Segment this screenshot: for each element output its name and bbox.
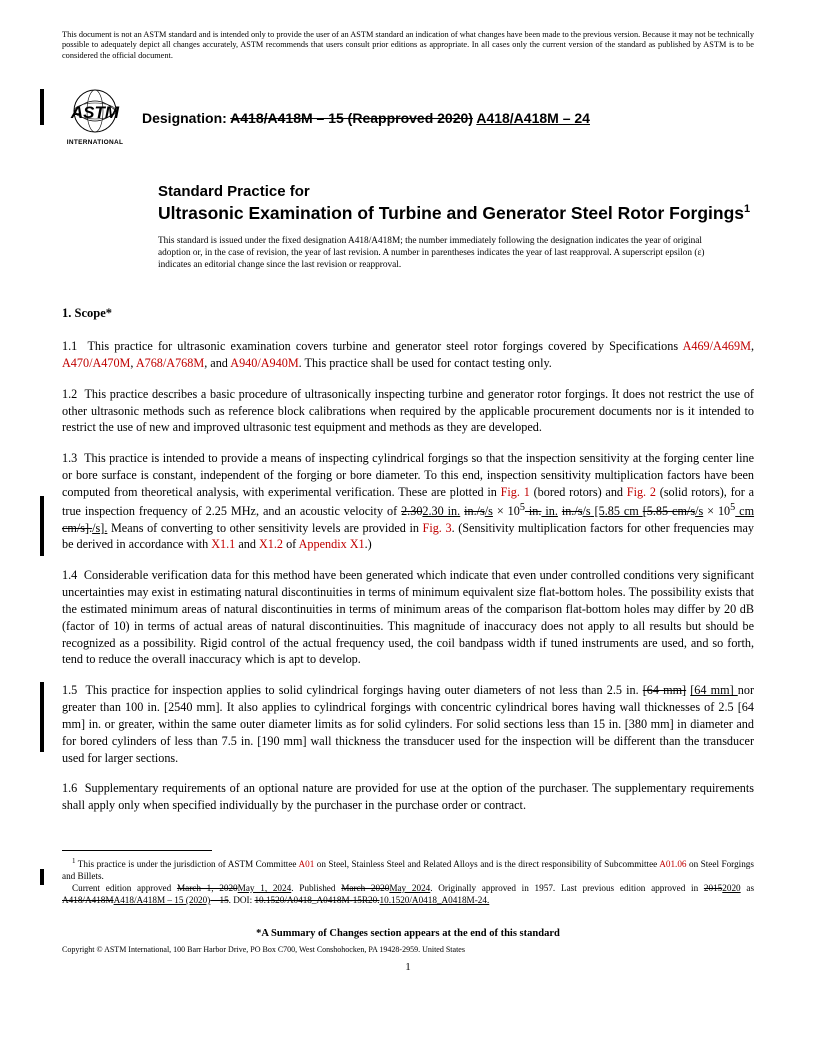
para-1-1: 1.1 This practice for ultrasonic examina… (62, 338, 754, 372)
astm-logo: ASTM INTERNATIONAL (62, 89, 128, 148)
title-main: Ultrasonic Examination of Turbine and Ge… (158, 203, 754, 225)
designation: Designation: A418/A418M – 15 (Reapproved… (142, 109, 590, 128)
change-bar (40, 496, 44, 556)
designation-old: A418/A418M – 15 (Reapproved 2020) (230, 110, 473, 126)
scope-heading: 1. Scope* (62, 305, 754, 322)
para-1-3: 1.3 This practice is intended to provide… (62, 450, 754, 553)
link-x12[interactable]: X1.2 (259, 537, 283, 551)
para-1-2: 1.2 This practice describes a basic proc… (62, 386, 754, 436)
designation-new: A418/A418M – 24 (476, 110, 590, 126)
change-bar (40, 89, 44, 125)
link-a940[interactable]: A940/A940M (230, 356, 298, 370)
link-a0106[interactable]: A01.06 (659, 859, 686, 869)
link-fig1[interactable]: Fig. 1 (501, 485, 530, 499)
link-fig2[interactable]: Fig. 2 (627, 485, 656, 499)
link-x11[interactable]: X1.1 (211, 537, 235, 551)
link-a01[interactable]: A01 (298, 859, 314, 869)
svg-text:ASTM: ASTM (70, 103, 120, 122)
designation-label: Designation: (142, 110, 227, 126)
footnote-2: Current edition approved March 1, 2020Ma… (62, 883, 754, 907)
change-bar (40, 869, 44, 885)
copyright: Copyright © ASTM International, 100 Barr… (62, 945, 754, 956)
summary-of-changes: *A Summary of Changes section appears at… (62, 927, 754, 941)
para-1-6: 1.6 Supplementary requirements of an opt… (62, 780, 754, 814)
title-block: Standard Practice for Ultrasonic Examina… (158, 182, 754, 225)
para-1-5: 1.5 This practice for inspection applies… (62, 682, 754, 766)
footnote-1: 1 This practice is under the jurisdictio… (62, 857, 754, 883)
title-prefix: Standard Practice for (158, 182, 754, 202)
disclaimer-text: This document is not an ASTM standard an… (62, 30, 754, 61)
link-a768[interactable]: A768/A768M (136, 356, 204, 370)
issuance-note: This standard is issued under the fixed … (158, 235, 754, 271)
change-bar (40, 682, 44, 752)
page-number: 1 (62, 960, 754, 975)
logo-international-label: INTERNATIONAL (67, 139, 124, 148)
link-fig3[interactable]: Fig. 3 (423, 521, 452, 535)
para-1-4: 1.4 Considerable verification data for t… (62, 567, 754, 668)
link-a469[interactable]: A469/A469M (683, 339, 751, 353)
footnote-rule (62, 850, 212, 851)
link-appx1[interactable]: Appendix X1 (299, 537, 365, 551)
link-a470[interactable]: A470/A470M (62, 356, 130, 370)
header-row: ASTM INTERNATIONAL Designation: A418/A41… (62, 89, 754, 148)
